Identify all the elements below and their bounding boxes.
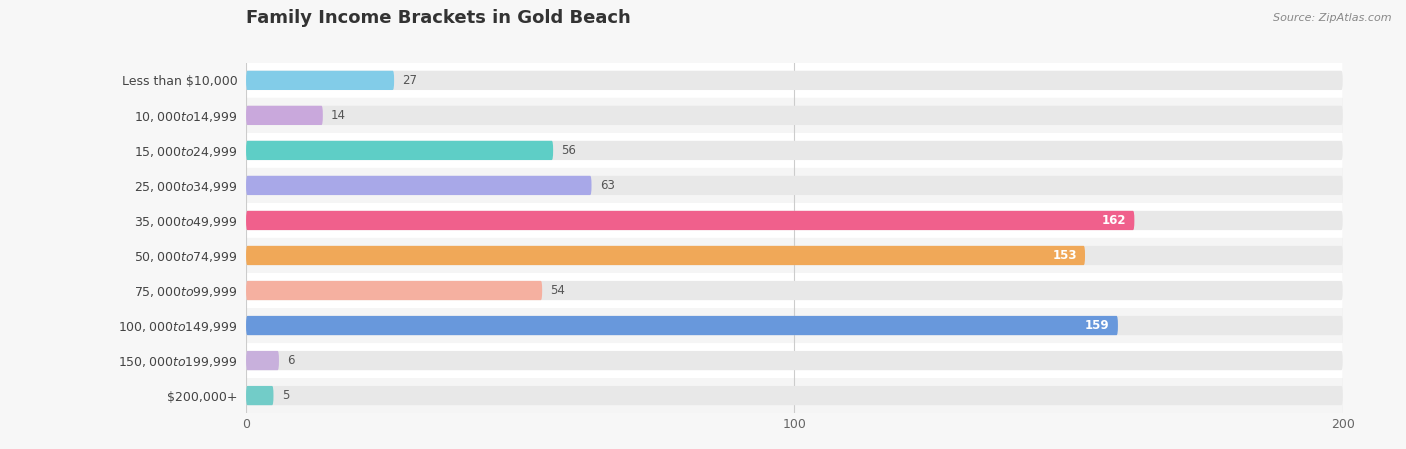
Text: 159: 159: [1085, 319, 1109, 332]
FancyBboxPatch shape: [246, 316, 1343, 335]
FancyBboxPatch shape: [246, 246, 1085, 265]
FancyBboxPatch shape: [246, 71, 1343, 90]
Text: 54: 54: [550, 284, 565, 297]
Text: 27: 27: [402, 74, 418, 87]
FancyBboxPatch shape: [246, 211, 1343, 230]
FancyBboxPatch shape: [246, 141, 553, 160]
Text: 56: 56: [561, 144, 576, 157]
Text: Source: ZipAtlas.com: Source: ZipAtlas.com: [1274, 13, 1392, 23]
Text: 5: 5: [281, 389, 290, 402]
Text: 153: 153: [1052, 249, 1077, 262]
FancyBboxPatch shape: [246, 176, 592, 195]
FancyBboxPatch shape: [246, 343, 1343, 378]
Text: 14: 14: [330, 109, 346, 122]
FancyBboxPatch shape: [246, 106, 323, 125]
FancyBboxPatch shape: [246, 273, 1343, 308]
FancyBboxPatch shape: [246, 351, 1343, 370]
FancyBboxPatch shape: [246, 308, 1343, 343]
FancyBboxPatch shape: [246, 238, 1343, 273]
FancyBboxPatch shape: [246, 141, 1343, 160]
FancyBboxPatch shape: [246, 316, 1118, 335]
Text: 63: 63: [600, 179, 614, 192]
FancyBboxPatch shape: [246, 386, 1343, 405]
FancyBboxPatch shape: [246, 281, 1343, 300]
FancyBboxPatch shape: [246, 351, 278, 370]
FancyBboxPatch shape: [246, 168, 1343, 203]
Text: 6: 6: [287, 354, 295, 367]
Text: Family Income Brackets in Gold Beach: Family Income Brackets in Gold Beach: [246, 9, 631, 27]
FancyBboxPatch shape: [246, 281, 543, 300]
Text: 162: 162: [1102, 214, 1126, 227]
FancyBboxPatch shape: [246, 176, 1343, 195]
FancyBboxPatch shape: [246, 211, 1135, 230]
FancyBboxPatch shape: [246, 246, 1343, 265]
FancyBboxPatch shape: [246, 106, 1343, 125]
FancyBboxPatch shape: [246, 386, 273, 405]
FancyBboxPatch shape: [246, 98, 1343, 133]
FancyBboxPatch shape: [246, 133, 1343, 168]
FancyBboxPatch shape: [246, 378, 1343, 413]
FancyBboxPatch shape: [246, 203, 1343, 238]
FancyBboxPatch shape: [246, 63, 1343, 98]
FancyBboxPatch shape: [246, 71, 394, 90]
